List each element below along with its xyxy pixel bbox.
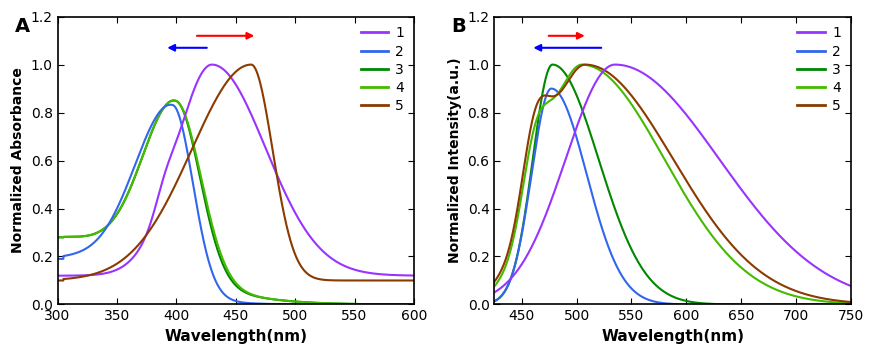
Y-axis label: Normalized Intensity(a.u.): Normalized Intensity(a.u.) [448,58,462,263]
X-axis label: Wavelength(nm): Wavelength(nm) [164,329,307,344]
Legend: 1, 2, 3, 4, 5: 1, 2, 3, 4, 5 [794,23,844,116]
Text: A: A [15,17,30,36]
Legend: 1, 2, 3, 4, 5: 1, 2, 3, 4, 5 [358,23,407,116]
Text: B: B [452,17,466,36]
X-axis label: Wavelength(nm): Wavelength(nm) [601,329,744,344]
Y-axis label: Normalized Absorbance: Normalized Absorbance [11,67,25,253]
